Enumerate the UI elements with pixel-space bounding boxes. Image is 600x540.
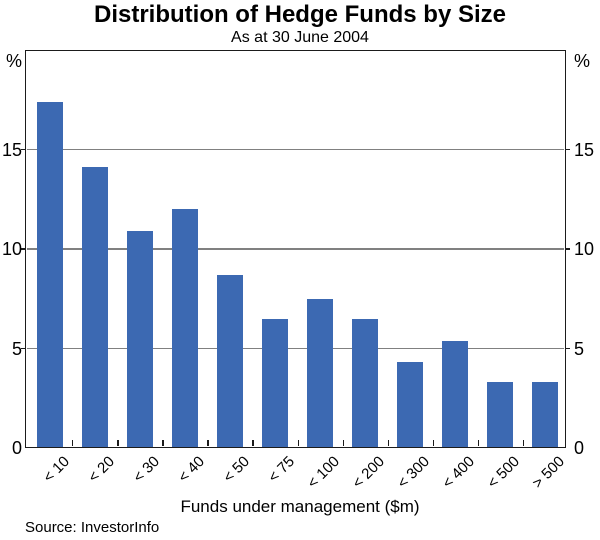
source-note: Source: InvestorInfo <box>25 519 160 536</box>
y-axis-label-left-15: 15 <box>1 139 22 160</box>
x-tick-label-<300: < 300 <box>394 453 434 492</box>
bar-<100 <box>307 298 334 448</box>
y-tick-right-5 <box>566 347 570 350</box>
bar-<30 <box>126 231 153 448</box>
y-axis-label-right-10: 10 <box>574 239 595 259</box>
grid-line-10 <box>27 248 564 250</box>
x-tick-label-<40: < 40 <box>174 453 208 486</box>
y-axis-label-right-15: 15 <box>574 139 595 160</box>
x-axis-tick-10 <box>477 440 480 446</box>
x-axis-tick-6 <box>297 440 299 446</box>
x-axis-tick-3 <box>162 440 164 446</box>
bar-<20 <box>81 167 108 448</box>
x-tick-label-<75: < 75 <box>265 453 298 486</box>
x-tick-label-<30: < 30 <box>129 453 163 486</box>
x-tick-label-<200: < 200 <box>349 453 389 492</box>
x-axis-tick-9 <box>432 440 435 446</box>
chart-subtitle: As at 30 June 2004 <box>231 29 369 46</box>
chart-title: Distribution of Hedge Funds by Size <box>93 1 506 28</box>
x-tick-label-<500: < 500 <box>484 453 524 492</box>
bar-<300 <box>397 362 424 448</box>
y-tick-left-15 <box>21 148 25 151</box>
x-tick-label-<100: < 100 <box>304 453 344 492</box>
bar->500 <box>532 382 559 448</box>
x-tick-label-<50: < 50 <box>219 453 253 486</box>
x-axis-tick-8 <box>387 440 390 446</box>
x-axis-tick-11 <box>522 440 525 446</box>
grid-line-5 <box>27 347 564 350</box>
y-tick-right-10 <box>566 248 570 250</box>
x-tick-label-<400: < 400 <box>439 453 479 492</box>
bar-<500 <box>487 382 514 448</box>
bar-<200 <box>352 318 379 448</box>
x-tick-label->500: > 500 <box>529 453 569 492</box>
x-tick-label-<10: < 10 <box>39 453 73 486</box>
bar-<75 <box>261 318 288 448</box>
x-axis-title: Funds under management ($m) <box>180 497 420 516</box>
x-axis-tick-2 <box>117 440 119 446</box>
bar-<400 <box>442 340 469 448</box>
x-tick-label-<20: < 20 <box>84 453 118 486</box>
y-axis-label-left-10: 10 <box>1 239 22 259</box>
x-axis-tick-7 <box>342 440 344 446</box>
y-tick-left-10 <box>21 248 25 250</box>
bar-<10 <box>36 101 63 448</box>
y-axis-unit-right: % <box>574 51 591 71</box>
grid-line-15 <box>27 148 564 151</box>
bar-<50 <box>216 274 243 448</box>
y-axis-label-right-5: 5 <box>574 338 585 359</box>
x-axis-tick-4 <box>207 440 209 446</box>
y-axis-unit-left: % <box>5 51 22 71</box>
y-tick-right-15 <box>566 148 570 151</box>
y-axis-label-left-0: 0 <box>11 438 22 458</box>
y-axis-label-left-5: 5 <box>11 338 22 359</box>
x-axis-tick-5 <box>252 440 254 446</box>
y-tick-left-5 <box>21 347 25 350</box>
y-axis-label-right-0: 0 <box>574 438 585 458</box>
bar-<40 <box>171 209 198 448</box>
x-axis-tick-1 <box>72 440 74 446</box>
